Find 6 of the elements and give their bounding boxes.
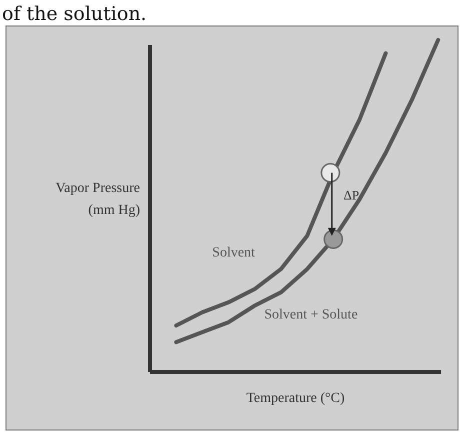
series-label: Solvent + Solute bbox=[264, 307, 358, 322]
y-axis-title: Vapor Pressure (mm Hg) bbox=[56, 181, 140, 218]
x-axis-title: Temperature (°C) bbox=[246, 391, 345, 406]
annotation: ΔP bbox=[344, 187, 360, 202]
series-label: Solvent bbox=[212, 245, 256, 260]
chart-title: of the solution. bbox=[2, 3, 147, 25]
